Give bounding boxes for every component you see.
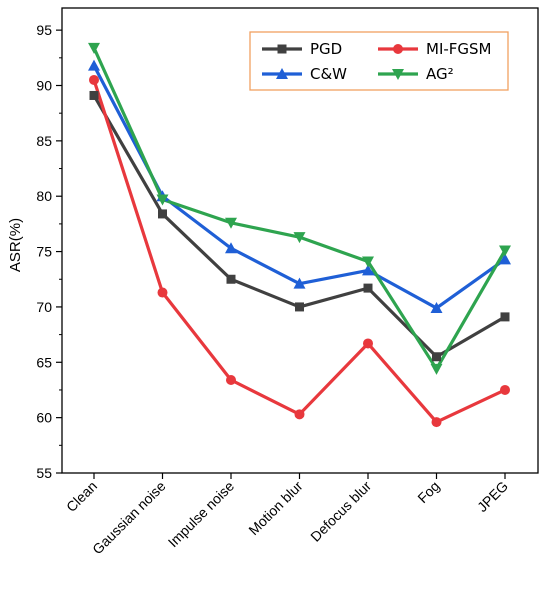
legend-label-2: C&W (310, 65, 347, 83)
data-point-s1-0 (89, 74, 99, 85)
legend: PGD MI-FGSM C&W AG² (249, 31, 509, 91)
data-point-s3-4 (362, 256, 374, 268)
data-point-s2-5 (430, 302, 443, 314)
data-point-s3-3 (293, 232, 306, 244)
data-point-s2-6 (499, 253, 511, 265)
data-point-s3-2 (225, 217, 237, 229)
data-point-s0-1 (158, 209, 167, 219)
data-point-s0-0 (89, 90, 99, 100)
legend-box (249, 31, 509, 91)
data-point-s1-2 (226, 375, 236, 385)
y-tick-label-4: 75 (36, 244, 52, 260)
y-axis-label: ASR(%) (7, 218, 24, 272)
marks-layer (88, 42, 511, 428)
legend-marker-3 (392, 69, 404, 80)
data-point-s1-6 (500, 384, 510, 395)
data-point-s1-5 (431, 417, 442, 428)
legend-marker-0 (277, 44, 287, 54)
y-tick-label-1: 60 (36, 410, 52, 426)
legend-label-3: AG² (426, 65, 454, 83)
y-tick-label-8: 95 (36, 22, 52, 38)
y-tick-label-0: 55 (36, 465, 52, 481)
data-point-s3-6 (499, 245, 511, 257)
y-tick-label-3: 70 (36, 299, 52, 315)
data-point-s0-2 (226, 274, 236, 284)
legend-marker-2 (276, 68, 288, 79)
legend-marker-1 (393, 44, 403, 54)
data-point-s1-1 (157, 287, 168, 298)
data-point-s1-4 (363, 338, 373, 349)
data-point-s3-5 (430, 363, 443, 375)
data-point-s2-3 (293, 277, 306, 289)
legend-label-0: PGD (310, 40, 342, 58)
y-tick-label-7: 90 (36, 78, 52, 94)
data-point-s0-5 (432, 352, 441, 362)
data-point-s3-1 (156, 194, 169, 206)
data-point-s2-4 (362, 264, 374, 276)
data-point-s0-6 (500, 312, 510, 322)
y-tick-label-5: 80 (36, 188, 52, 204)
data-point-s0-3 (295, 302, 304, 312)
legend-label-1: MI-FGSM (426, 40, 492, 58)
y-tick-label-2: 65 (36, 354, 52, 370)
data-point-s3-0 (88, 42, 100, 54)
data-point-s1-3 (294, 409, 305, 420)
data-point-s0-4 (363, 283, 373, 293)
data-point-s2-2 (225, 242, 237, 254)
y-tick-label-6: 85 (36, 133, 52, 149)
data-point-s2-0 (88, 59, 100, 71)
